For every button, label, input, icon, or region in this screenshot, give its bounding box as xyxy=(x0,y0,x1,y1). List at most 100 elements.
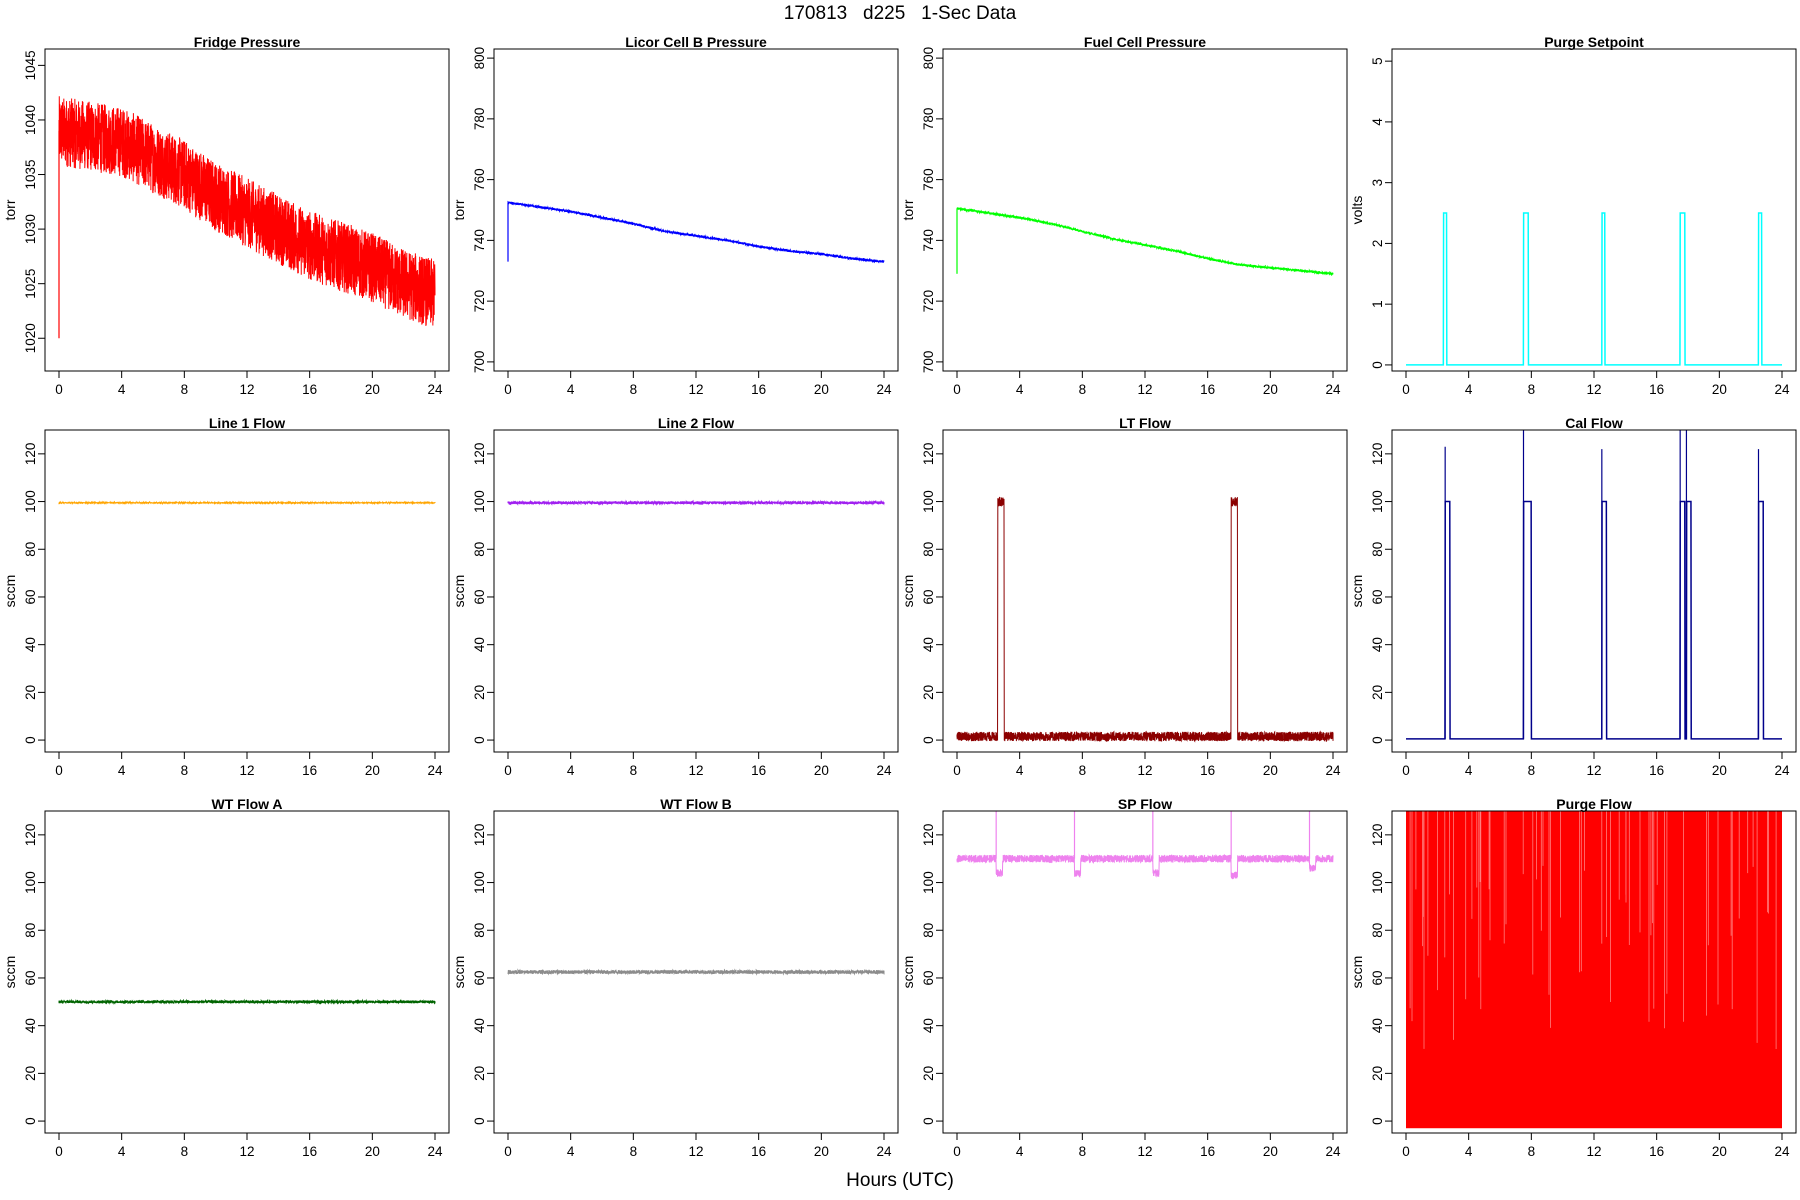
series-group xyxy=(1406,430,1782,740)
x-tick-label: 8 xyxy=(1079,382,1087,397)
y-tick-label: 80 xyxy=(472,923,487,938)
y-tick-label: 80 xyxy=(921,542,936,557)
series-group xyxy=(507,499,885,506)
y-tick-label: 0 xyxy=(472,736,487,744)
chart-panel: Licor Cell B Pressure 0 4 8 12 16 20 24 700 720 74… xyxy=(451,34,899,397)
y-tick-label: 2 xyxy=(1370,240,1385,248)
y-tick-label: 0 xyxy=(921,1117,936,1125)
y-tick-label: 0 xyxy=(1370,1117,1385,1125)
chart-panel: Line 2 Flow 0 4 8 12 16 20 24 0 20 40 60 80 100 120 scc… xyxy=(451,415,899,778)
y-tick-label: 760 xyxy=(472,168,487,191)
x-tick-label: 8 xyxy=(630,763,638,778)
y-tick-label: 120 xyxy=(921,443,936,466)
series-line xyxy=(1406,500,1782,740)
y-tick-label: 100 xyxy=(23,490,38,513)
y-tick-label: 0 xyxy=(921,736,936,744)
panel-title: Line 2 Flow xyxy=(658,415,734,431)
y-axis-label: sccm xyxy=(2,956,18,989)
x-tick-label: 8 xyxy=(1528,763,1536,778)
x-tick-label: 0 xyxy=(1402,382,1410,397)
x-tick-label: 4 xyxy=(118,1144,126,1159)
y-tick-label: 100 xyxy=(1370,871,1385,894)
x-tick-label: 12 xyxy=(688,1144,703,1159)
x-tick-label: 8 xyxy=(1079,1144,1087,1159)
x-tick-label: 20 xyxy=(365,382,380,397)
x-tick-label: 24 xyxy=(876,1144,892,1159)
y-tick-label: 1025 xyxy=(23,269,38,299)
y-tick-label: 0 xyxy=(23,1117,38,1125)
y-axis-label: sccm xyxy=(1349,575,1365,608)
x-tick-label: 24 xyxy=(427,763,443,778)
x-tick-label: 16 xyxy=(751,382,766,397)
series-line xyxy=(507,968,885,976)
x-tick-label: 0 xyxy=(55,1144,63,1159)
x-tick-label: 20 xyxy=(1712,1144,1727,1159)
x-tick-label: 4 xyxy=(567,382,575,397)
y-tick-label: 120 xyxy=(472,824,487,847)
y-tick-label: 80 xyxy=(23,542,38,557)
x-tick-label: 8 xyxy=(630,382,638,397)
x-tick-label: 0 xyxy=(1402,763,1410,778)
x-tick-label: 8 xyxy=(1079,763,1087,778)
y-tick-label: 40 xyxy=(23,1018,38,1033)
x-tick-label: 24 xyxy=(1774,382,1790,397)
x-tick-label: 12 xyxy=(239,382,254,397)
panel-title: WT Flow A xyxy=(211,796,282,812)
y-tick-label: 800 xyxy=(472,47,487,70)
y-tick-label: 780 xyxy=(921,108,936,131)
x-tick-label: 12 xyxy=(1137,382,1152,397)
x-tick-label: 0 xyxy=(504,1144,512,1159)
x-tick-label: 24 xyxy=(1774,1144,1790,1159)
panel-title: Cal Flow xyxy=(1565,415,1623,431)
y-tick-label: 60 xyxy=(472,589,487,604)
chart-panel: Cal Flow 0 4 8 12 16 20 24 0 20 40 60 80 100 120 sccm xyxy=(1349,415,1797,778)
y-tick-label: 100 xyxy=(23,871,38,894)
y-tick-label: 1030 xyxy=(23,214,38,244)
y-tick-label: 720 xyxy=(921,290,936,313)
y-tick-label: 5 xyxy=(1370,57,1385,65)
y-tick-label: 80 xyxy=(23,923,38,938)
x-tick-label: 16 xyxy=(302,1144,317,1159)
x-tick-label: 20 xyxy=(1712,763,1727,778)
x-tick-label: 0 xyxy=(953,382,961,397)
series-line xyxy=(1406,212,1782,366)
x-tick-label: 4 xyxy=(1465,763,1473,778)
x-tick-label: 20 xyxy=(1263,763,1278,778)
y-tick-label: 20 xyxy=(1370,685,1385,700)
y-axis-label: sccm xyxy=(900,575,916,608)
y-tick-label: 60 xyxy=(921,970,936,985)
x-tick-label: 20 xyxy=(365,763,380,778)
y-tick-label: 3 xyxy=(1370,179,1385,187)
plot-frame xyxy=(1391,48,1797,372)
y-axis-label: torr xyxy=(900,199,916,220)
chart-panel: SP Flow 0 4 8 12 16 20 24 0 20 40 60 80 100 120 sccm xyxy=(900,796,1348,1159)
x-tick-label: 12 xyxy=(688,763,703,778)
y-tick-label: 60 xyxy=(472,970,487,985)
x-tick-label: 16 xyxy=(302,382,317,397)
x-tick-label: 12 xyxy=(1586,1144,1601,1159)
y-tick-label: 20 xyxy=(472,685,487,700)
x-tick-label: 0 xyxy=(504,763,512,778)
y-axis-label: sccm xyxy=(451,575,467,608)
x-tick-label: 0 xyxy=(55,382,63,397)
y-tick-label: 760 xyxy=(921,168,936,191)
x-axis-label: Hours (UTC) xyxy=(846,1170,954,1191)
y-tick-label: 20 xyxy=(921,1066,936,1081)
y-tick-label: 40 xyxy=(1370,637,1385,652)
series-group xyxy=(956,811,1334,880)
x-tick-label: 20 xyxy=(1263,382,1278,397)
y-tick-label: 40 xyxy=(1370,1018,1385,1033)
panel-title: LT Flow xyxy=(1119,415,1171,431)
x-tick-label: 0 xyxy=(55,763,63,778)
x-tick-label: 4 xyxy=(118,763,126,778)
series-line xyxy=(507,499,885,506)
x-tick-label: 8 xyxy=(1528,382,1536,397)
y-tick-label: 40 xyxy=(472,637,487,652)
panel-title: Licor Cell B Pressure xyxy=(625,34,767,50)
x-tick-label: 12 xyxy=(239,763,254,778)
y-tick-label: 800 xyxy=(921,47,936,70)
y-tick-label: 1020 xyxy=(23,323,38,353)
x-tick-label: 24 xyxy=(1325,1144,1341,1159)
